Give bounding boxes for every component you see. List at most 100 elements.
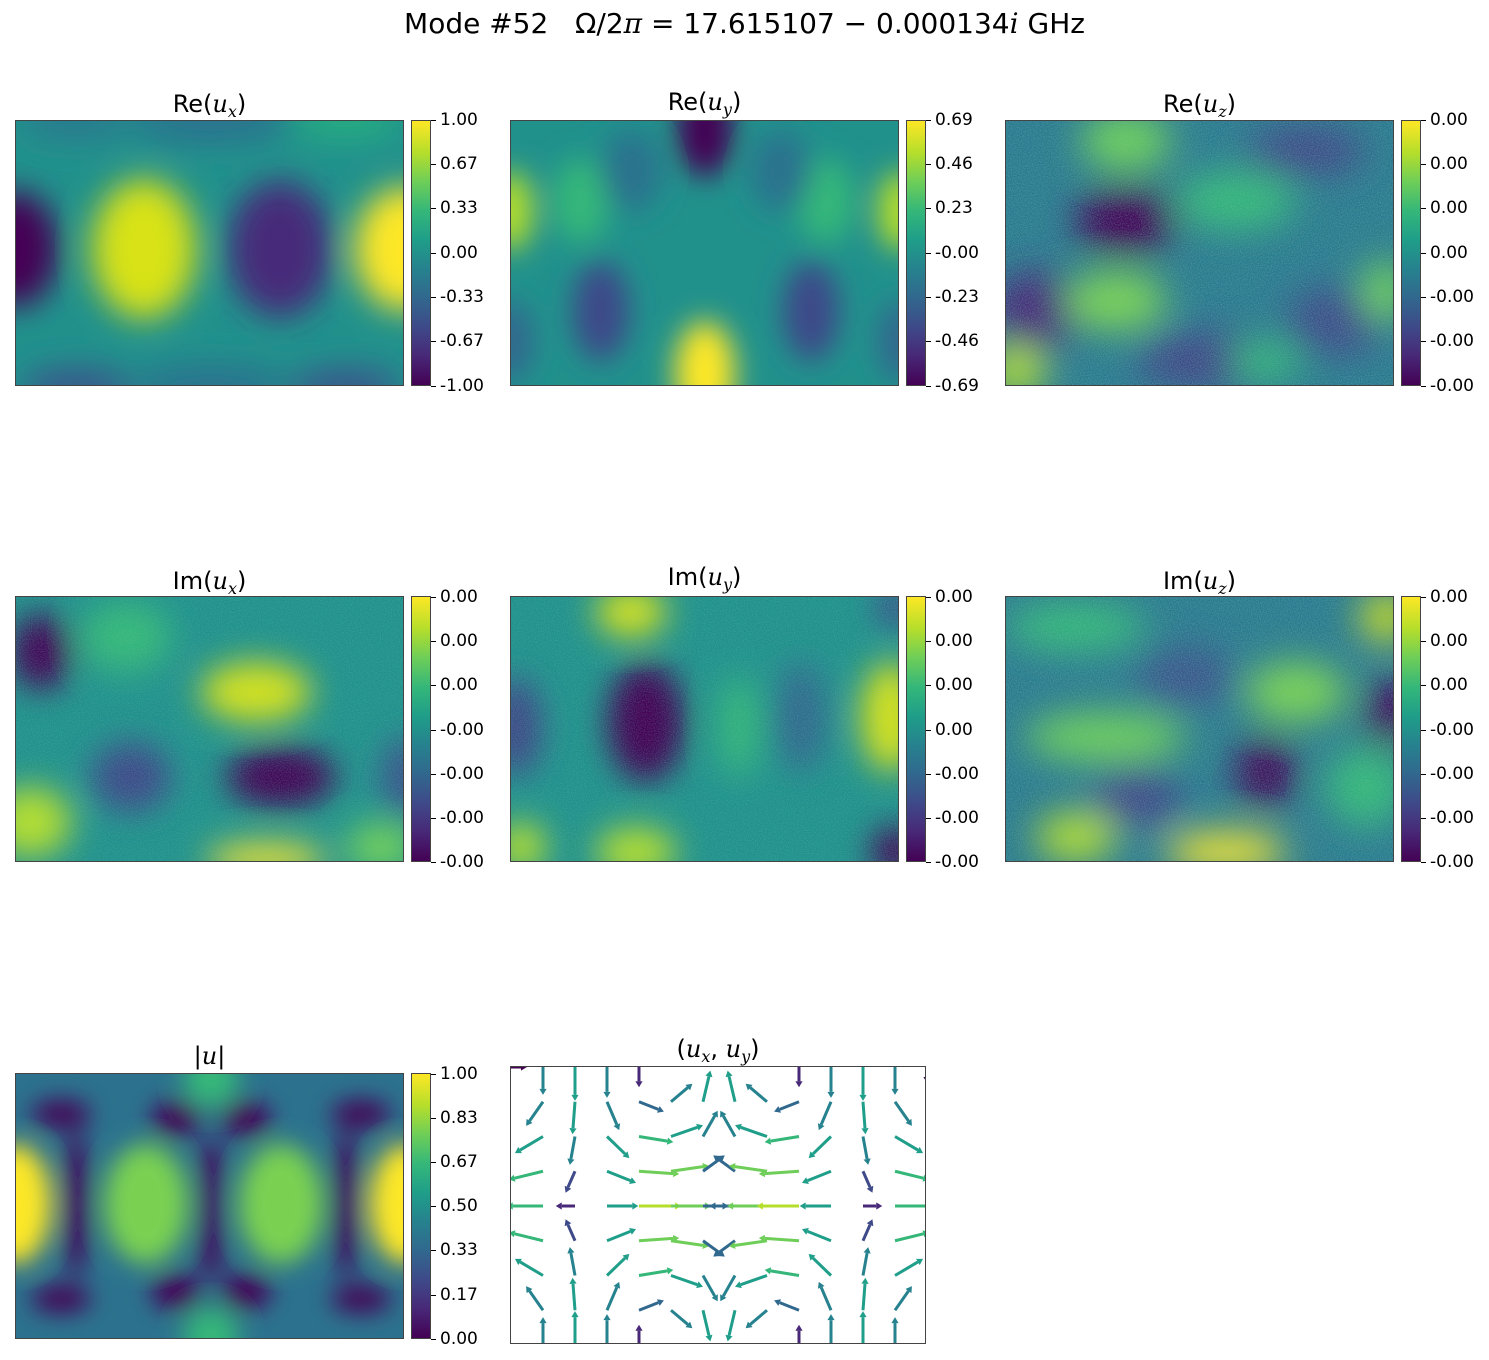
- panel-title-im-ux: Im(ux): [172, 567, 247, 598]
- quiver-arrow: [701, 1309, 713, 1342]
- quiver-arrow: [720, 1274, 737, 1302]
- quiver-arrow: [734, 1123, 768, 1138]
- quiver-arrow: [603, 1314, 611, 1343]
- colorbar-tick-label: 0.67: [431, 154, 478, 174]
- colorbar-tick-label: 0.33: [431, 1240, 478, 1260]
- quiver-arrow: [526, 1286, 545, 1312]
- quiver-arrow: [817, 1281, 833, 1311]
- quiver-arrow: [861, 1170, 874, 1193]
- colorbar-tick-label: 0.00: [431, 675, 478, 695]
- colorbar-tick-label: 0.69: [926, 110, 973, 130]
- quiver-arrow: [638, 1100, 664, 1113]
- quiver-arrow: [861, 1101, 869, 1135]
- colorbar-re-ux: [411, 120, 431, 386]
- panel-title-quiver: (ux, uy): [676, 1035, 760, 1066]
- colorbar-re-uy: [906, 120, 926, 386]
- quiver-arrow: [808, 1135, 833, 1159]
- quiver-arrow: [756, 1202, 799, 1210]
- quiver-arrow: [701, 1274, 718, 1302]
- quiver-arrow: [861, 1219, 874, 1242]
- quiver-arrow: [670, 1309, 693, 1329]
- colorbar-tick-label: 0.33: [431, 198, 478, 218]
- heatmap-re-uy: [510, 120, 899, 386]
- quiver-arrow: [605, 1253, 630, 1277]
- quiver-arrow: [539, 1317, 547, 1343]
- figure-title: Mode #52 Ω/2π = 17.615107 − 0.000134i GH…: [404, 7, 1085, 40]
- quiver-arrow: [745, 1309, 768, 1329]
- quiver-arrow: [670, 1274, 704, 1289]
- quiver-arrow: [605, 1101, 621, 1131]
- quiver-arrow: [795, 1067, 803, 1088]
- colorbar-abs-u: [411, 1073, 431, 1339]
- colorbar-tick-label: -0.67: [431, 331, 484, 351]
- panel-title-im-uy: Im(uy): [667, 563, 742, 594]
- quiver-arrow: [670, 1163, 709, 1173]
- colorbar-tick-label: 0.00: [1421, 243, 1468, 263]
- colorbar-re-uz: [1401, 120, 1421, 386]
- quiver-arrow: [511, 1202, 543, 1210]
- quiver-arrow: [891, 1317, 899, 1343]
- colorbar-tick-label: 0.00: [431, 243, 478, 263]
- quiver-arrow: [863, 1202, 883, 1210]
- quiver-arrow: [702, 1239, 725, 1257]
- quiver-arrow: [638, 1299, 664, 1312]
- quiver-arrow: [606, 1228, 637, 1243]
- quiver-arrow: [567, 1136, 577, 1165]
- colorbar-tick-label: -0.33: [431, 287, 484, 307]
- colorbar-tick-label: 0.00: [1421, 110, 1468, 130]
- panel-title-re-uy: Re(uy): [667, 88, 742, 119]
- colorbar-tick-label: -0.00: [431, 808, 484, 828]
- colorbar-tick-label: 0.17: [431, 1285, 478, 1305]
- colorbar-tick-label: -0.00: [1421, 331, 1474, 351]
- colorbar-tick-label: 1.00: [431, 110, 478, 130]
- quiver-arrow: [514, 1258, 544, 1277]
- quiver-arrow: [511, 1067, 527, 1071]
- quiver-arrow: [701, 1110, 718, 1138]
- colorbar-tick-label: -0.00: [926, 808, 979, 828]
- quiver-arrow: [774, 1100, 800, 1113]
- quiver-arrow: [702, 1155, 725, 1173]
- quiver-arrow: [713, 1239, 736, 1257]
- heatmap-im-ux: [15, 596, 404, 862]
- colorbar-tick-label: -0.00: [431, 852, 484, 872]
- quiver-arrow: [514, 1135, 544, 1154]
- colorbar-tick-label: 0.00: [431, 587, 478, 607]
- colorbar-tick-label: 0.00: [926, 675, 973, 695]
- panel-title-re-ux: Re(ux): [172, 90, 247, 121]
- colorbar-tick-label: 0.23: [926, 198, 973, 218]
- colorbar-tick-label: 0.46: [926, 154, 973, 174]
- quiver-arrow: [923, 1077, 925, 1080]
- quiver-arrow: [606, 1169, 637, 1184]
- colorbar-tick-label: 0.00: [431, 631, 478, 651]
- heatmap-re-uz: [1005, 120, 1394, 386]
- quiver-arrow: [799, 1202, 831, 1210]
- quiver-arrow: [895, 1204, 925, 1208]
- quiver-arrow: [605, 1135, 630, 1159]
- colorbar-tick-label: 0.00: [926, 720, 973, 740]
- quiver-arrow: [571, 1311, 579, 1343]
- quiver-arrow: [729, 1239, 768, 1249]
- quiver-arrow: [567, 1247, 577, 1276]
- quiver-arrow: [808, 1253, 833, 1277]
- quiver-arrow: [511, 1230, 544, 1243]
- colorbar-tick-label: 0.00: [926, 587, 973, 607]
- quiver-arrow: [635, 1324, 643, 1343]
- colorbar-im-uz: [1401, 596, 1421, 862]
- quiver-arrow: [670, 1239, 709, 1249]
- heatmap-abs-u: [15, 1073, 404, 1339]
- colorbar-tick-label: -0.23: [926, 287, 979, 307]
- quiver-arrow: [638, 1267, 674, 1277]
- quiver-arrow: [861, 1277, 869, 1311]
- colorbar-tick-label: -0.00: [1421, 764, 1474, 784]
- quiver-arrow: [861, 1247, 871, 1276]
- colorbar-tick-label: 0.67: [431, 1152, 478, 1172]
- quiver-arrow: [894, 1169, 925, 1182]
- quiver-arrow: [670, 1083, 693, 1103]
- quiver-arrow: [725, 1070, 737, 1103]
- quiver-arrow: [734, 1274, 768, 1289]
- colorbar-tick-label: -0.46: [926, 331, 979, 351]
- colorbar-tick-label: -0.00: [1421, 287, 1474, 307]
- panel-title-re-uz: Re(uz): [1162, 90, 1236, 121]
- quiver-arrow: [817, 1101, 833, 1131]
- quiver-plot: [510, 1066, 926, 1344]
